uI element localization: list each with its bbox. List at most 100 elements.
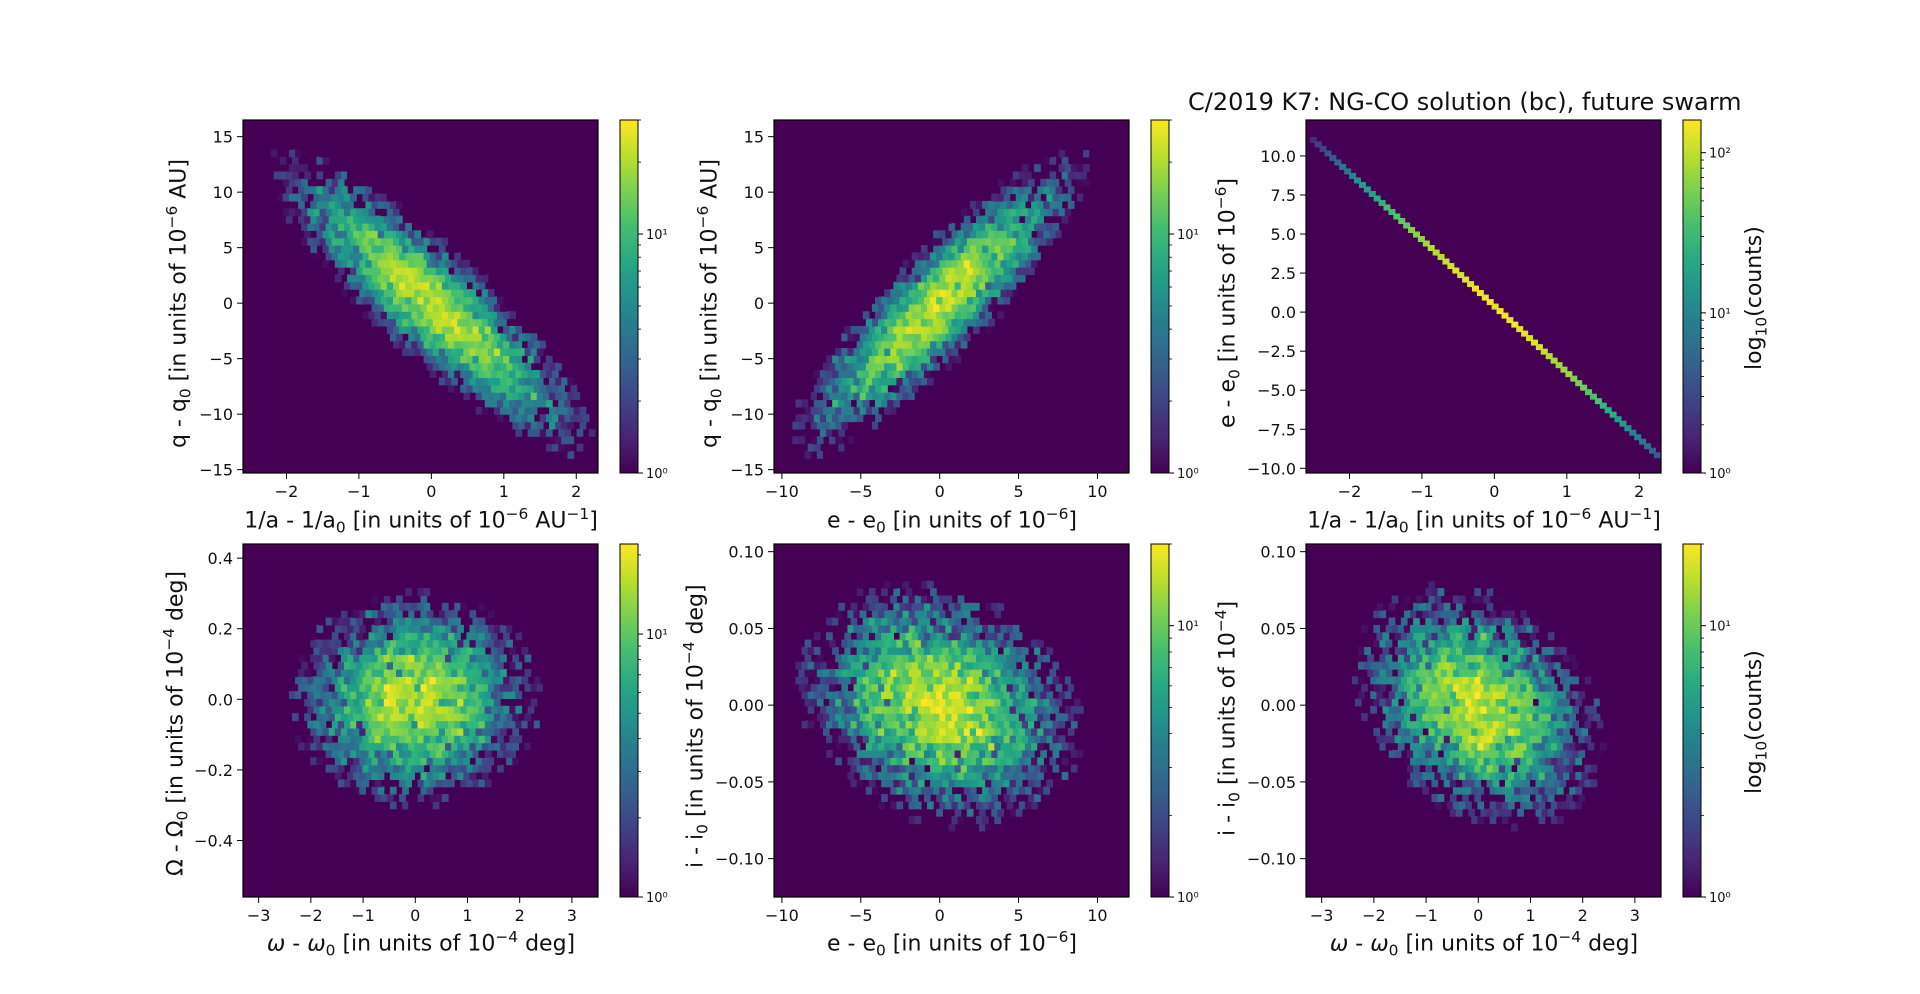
hexbin-cell [951, 816, 959, 825]
hexbin-cell [948, 794, 956, 802]
hexbin-cell [850, 705, 858, 714]
hexbin-cell [982, 274, 989, 283]
hexbin-cell [951, 347, 959, 356]
hexbin-cell [939, 595, 946, 604]
hexbin-cell [377, 303, 385, 312]
hexbin-cell [383, 259, 391, 268]
hexbin-cell [1440, 771, 1448, 780]
hexbin-cell [359, 786, 367, 795]
hexbin-cell [942, 735, 950, 744]
hexbin-cell [1443, 779, 1451, 788]
hexbin-cell [856, 749, 864, 758]
hexbin-cell [923, 399, 931, 408]
hexbin-cell [1471, 595, 1478, 604]
hexbin-cell [884, 377, 891, 386]
hexbin-cell [1486, 646, 1494, 655]
hexbin-cell [1070, 134, 1078, 143]
hexbin-cell [527, 720, 535, 729]
hexbin-cell [270, 193, 278, 202]
hexbin-cell [920, 303, 928, 312]
hexbin-cell [331, 646, 339, 655]
hexbin-cell [1511, 749, 1518, 758]
hexbin-cell [1434, 801, 1442, 810]
hexbin-cell [1413, 676, 1420, 685]
hexbin-cell [1015, 705, 1023, 714]
hexbin-cell [1061, 742, 1069, 751]
hexbin-cell [429, 340, 437, 349]
hexbin-cell [1507, 698, 1515, 707]
hexbin-cell [1052, 735, 1060, 744]
hexbin-cell [273, 171, 281, 180]
hexbin-cell [1431, 676, 1439, 685]
hexbin-cell [408, 639, 415, 648]
hexbin-cell [874, 399, 882, 408]
hexbin-cell [1569, 654, 1576, 663]
hexbin-cell [1541, 779, 1549, 788]
hexbin-cell [1477, 610, 1485, 619]
hexbin-cell [1553, 764, 1561, 773]
hexbin-cell [1070, 676, 1078, 685]
hexbin-cell [865, 595, 873, 604]
hexbin-cell [460, 355, 468, 364]
hexbin-cell [374, 164, 382, 173]
hexbin-cell [914, 757, 922, 766]
hexbin-cell [497, 720, 504, 729]
hexbin-cell [1468, 705, 1475, 714]
hexbin-cell [1012, 698, 1020, 707]
hexbin-cell [1483, 639, 1491, 648]
hexbin-cell [780, 742, 787, 751]
hexbin-cell [1474, 676, 1482, 685]
hexbin-cell [1370, 705, 1377, 714]
hexbin-cell [911, 602, 919, 611]
hexbin-cell [942, 705, 950, 714]
hexbin-cell [1584, 720, 1592, 729]
hexbin-cell [438, 771, 446, 780]
hexbin-cell [497, 646, 504, 655]
hexbin-cell [402, 639, 409, 648]
hexbin-cell [383, 245, 391, 253]
hexbin-cell [841, 392, 849, 401]
hexbin-cell [917, 764, 925, 773]
hexbin-cell [1636, 786, 1644, 795]
hexbin-cell [414, 230, 422, 239]
hexbin-cell [521, 602, 529, 611]
hexbin-cell [343, 237, 351, 246]
hexbin-cell [1474, 617, 1482, 626]
hexbin-cell [826, 428, 833, 437]
hexbin-cell [484, 735, 492, 744]
hexbin-cell [429, 661, 437, 670]
hexbin-cell [930, 588, 937, 597]
hexbin-cell [1532, 713, 1540, 722]
hexbin-cell [1471, 757, 1478, 766]
hexbin-cell [558, 340, 565, 349]
hexbin-cell [466, 428, 474, 437]
hexbin-cell [493, 377, 501, 386]
hexbin-cell [1474, 661, 1482, 670]
hexbin-cell [1021, 735, 1029, 744]
hexbin-cell [865, 757, 873, 766]
hexbin-cell [1553, 691, 1561, 700]
hexbin-cell [515, 355, 523, 364]
hexbin-cell [304, 186, 311, 195]
hexbin-cell [902, 289, 910, 298]
hexbin-cell [975, 200, 983, 209]
x-tick-label: −10 [765, 906, 799, 925]
hexbin-cell [942, 617, 950, 626]
hexbin-cell [838, 399, 845, 408]
hexbin-cell [1471, 713, 1478, 722]
hexbin-cell [380, 267, 388, 276]
hexbin-cell [780, 610, 787, 619]
x-tick-label: −3 [1310, 906, 1334, 925]
hexbin-cell [1504, 779, 1512, 788]
hexbin-cell [985, 691, 992, 700]
hexbin-cell [555, 362, 562, 371]
hexbin-cell [411, 735, 419, 744]
hexbin-cell [1034, 779, 1041, 788]
hexbin-cell [368, 193, 376, 202]
hexbin-cell [1031, 639, 1038, 648]
hexbin-cell [874, 735, 882, 744]
hexbin-cell [1376, 661, 1384, 670]
hexbin-cell [392, 222, 400, 231]
hexbin-cell [1403, 757, 1411, 766]
hexbin-cell [527, 384, 535, 393]
